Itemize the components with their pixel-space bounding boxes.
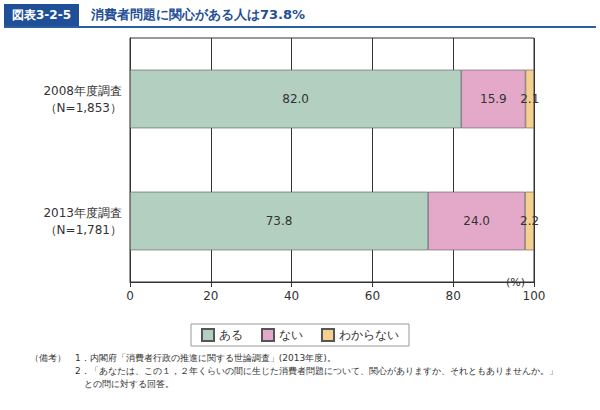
svg-text:2008年度調査: 2008年度調査: [43, 84, 122, 98]
svg-text:100: 100: [523, 289, 546, 303]
svg-text:0: 0: [126, 289, 134, 303]
svg-text:2.2: 2.2: [520, 214, 539, 228]
html-text:消費者問題に関心がある人は73.8%: 消費者問題に関心がある人は73.8%: [91, 7, 306, 22]
svg-text:ない: ない: [279, 328, 303, 342]
svg-text:40: 40: [284, 289, 299, 303]
html-text:2．「あなたは、この１，２年くらいの間に生じた消費者問題につ: 2．「あなたは、この１，２年くらいの間に生じた消費者問題について、関心があります…: [30, 366, 558, 389]
svg-text:（N=1,853）: （N=1,853）: [45, 101, 122, 115]
svg-text:80: 80: [446, 289, 461, 303]
svg-text:2.1: 2.1: [520, 92, 539, 106]
svg-text:82.0: 82.0: [282, 92, 309, 106]
svg-text:15.9: 15.9: [480, 92, 507, 106]
svg-text:わからない: わからない: [339, 328, 399, 342]
svg-text:2013年度調査: 2013年度調査: [43, 206, 122, 220]
svg-text:24.0: 24.0: [463, 214, 490, 228]
svg-text:60: 60: [365, 289, 380, 303]
svg-text:73.8: 73.8: [266, 214, 293, 228]
svg-text:ある: ある: [219, 328, 243, 342]
svg-text:20: 20: [203, 289, 218, 303]
html-text:図表3-2-5: 図表3-2-5: [12, 8, 71, 22]
html-text:（備考） 1．内閣府「消費者行政の推進に関する世論調査」(2: （備考） 1．内閣府「消費者行政の推進に関する世論調査」(2013年度)。: [30, 353, 336, 363]
svg-text:（N=1,781）: （N=1,781）: [45, 223, 122, 237]
